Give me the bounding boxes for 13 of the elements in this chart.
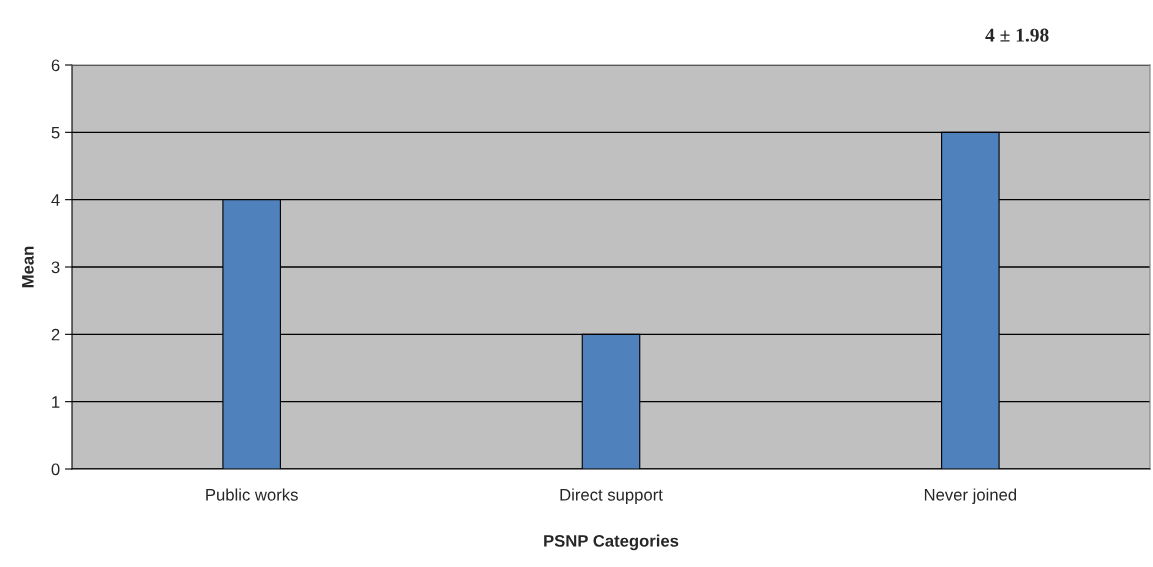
y-tick-label: 6	[51, 59, 60, 72]
y-tick-label: 3	[51, 261, 60, 274]
y-tick-label: 0	[51, 463, 60, 476]
y-axis-title: Mean	[22, 246, 34, 288]
text: 4 ± 1.98	[985, 28, 1049, 42]
y-tick-label: 1	[52, 396, 60, 408]
x-tick-label: Direct support	[560, 488, 663, 504]
x-tick-label: Never joined	[924, 488, 1017, 504]
x-axis-title: PSNP Categories	[544, 534, 679, 551]
y-tick-label: 4	[51, 194, 60, 206]
x-tick-label: Public works	[206, 488, 298, 501]
y-tick-label: 5	[51, 126, 60, 139]
y-tick-label: 2	[51, 328, 60, 341]
